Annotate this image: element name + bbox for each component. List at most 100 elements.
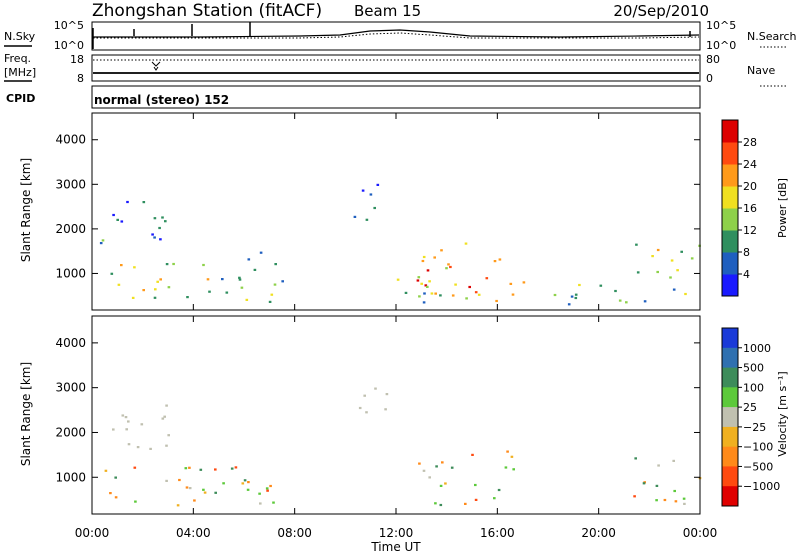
echo-cell	[424, 284, 428, 287]
echo-cell	[120, 220, 124, 223]
echo-cell	[373, 206, 376, 210]
echo-cell	[165, 479, 168, 482]
echo-cell	[422, 469, 426, 472]
echo-cell	[116, 218, 119, 221]
echo-cell	[164, 220, 167, 223]
echo-cell	[439, 484, 443, 487]
velocity-y-axis-label: Slant Range [km]	[19, 362, 33, 466]
echo-cell	[676, 269, 679, 272]
echo-cell	[273, 283, 277, 286]
freq-panel-frame	[91, 54, 701, 82]
echo-cell	[222, 482, 225, 485]
colorbar-segment	[722, 252, 738, 275]
echo-cell	[670, 259, 674, 262]
echo-cell	[682, 497, 686, 500]
echo-cell	[471, 453, 474, 456]
colorbar-tick-label: 16	[743, 202, 757, 215]
colorbar-tick-label: −500	[743, 460, 773, 473]
echo-cell	[184, 467, 188, 470]
echo-cell	[240, 286, 244, 289]
echo-cell	[655, 484, 659, 487]
echo-cell	[101, 239, 105, 242]
echo-cell	[684, 292, 687, 296]
echo-cell	[214, 491, 217, 494]
y-tick-label: 1000	[55, 470, 86, 484]
echo-cell	[625, 301, 628, 304]
echo-cell	[178, 478, 181, 482]
echo-cell	[454, 283, 457, 286]
echo-cell	[385, 393, 389, 396]
echo-cell	[642, 482, 646, 485]
echo-cell	[117, 283, 121, 286]
echo-cell	[161, 216, 164, 219]
echo-cell	[172, 262, 175, 266]
echo-cell	[259, 502, 262, 505]
noise-left-tick-bottom: 10^0	[54, 39, 84, 52]
echo-cell	[509, 282, 513, 285]
colorbar-segment	[722, 328, 738, 349]
echo-cell	[110, 272, 114, 275]
colorbar-tick-label: 1000	[743, 342, 771, 355]
echo-cell	[258, 492, 261, 495]
colorbar-tick-label: 25	[743, 401, 757, 414]
echo-cell	[247, 481, 250, 484]
time-tick-label: 00:00	[683, 526, 718, 540]
echo-cell	[451, 294, 455, 297]
echo-cell	[430, 292, 434, 295]
cpid-mode-text: normal (stereo) 152	[94, 93, 229, 107]
echo-cell	[421, 259, 425, 263]
echo-cell	[134, 500, 137, 503]
echo-cell	[465, 297, 468, 300]
echo-cell	[493, 260, 497, 263]
echo-cell	[690, 257, 694, 260]
echo-cell	[188, 487, 192, 490]
echo-cell	[426, 269, 430, 272]
freq-left-tick-bottom: 8	[77, 72, 84, 85]
velocity-colorbar-title: Velocity [m s⁻¹]	[776, 371, 789, 456]
y-tick-label: 4000	[55, 133, 86, 147]
cpid-label: CPID	[6, 92, 35, 105]
velocity-panel-frame	[91, 315, 701, 515]
echo-cell	[361, 189, 365, 192]
echo-cell	[165, 444, 168, 447]
echo-cell	[663, 498, 667, 502]
echo-cell	[163, 415, 166, 418]
echo-cell	[474, 291, 478, 294]
echo-cell	[153, 236, 156, 239]
echo-cell	[270, 293, 274, 296]
power-echo-cells	[99, 183, 701, 306]
nave-dip	[151, 61, 161, 71]
echo-cell	[578, 283, 581, 287]
echo-cell	[185, 486, 189, 489]
colorbar-segment	[722, 426, 738, 448]
echo-cell	[149, 447, 152, 450]
echo-cell	[206, 278, 210, 281]
echo-cell	[165, 263, 169, 266]
echo-cell	[416, 279, 420, 282]
echo-cell	[241, 482, 245, 485]
freq-unit-label: [MHz]	[4, 66, 36, 79]
echo-cell	[477, 293, 481, 296]
echo-cell	[512, 468, 515, 471]
echo-cell	[428, 280, 431, 283]
echo-cell	[151, 233, 154, 236]
echo-cell	[468, 285, 471, 289]
noise-sky-label: N.Sky	[4, 30, 36, 43]
echo-cell	[158, 226, 161, 230]
power-colorbar-title: Power [dB]	[776, 178, 789, 238]
echo-cell	[142, 289, 145, 292]
freq-left-tick-top: 18	[70, 53, 84, 66]
velocity-panel: 1000 2000 3000 4000 Slant Range [km]	[19, 315, 702, 515]
colorbar-segment	[722, 142, 738, 165]
cpid-panel-frame	[91, 85, 701, 109]
echo-cell	[396, 278, 400, 281]
echo-cell	[167, 286, 171, 289]
echo-cell	[683, 502, 686, 505]
echo-cell	[272, 501, 275, 504]
colorbar-segment	[722, 387, 738, 408]
echo-cell	[651, 255, 654, 258]
echo-cell	[125, 428, 128, 431]
echo-cell	[614, 289, 617, 293]
echo-cell	[635, 243, 638, 246]
echo-cell	[567, 303, 571, 306]
